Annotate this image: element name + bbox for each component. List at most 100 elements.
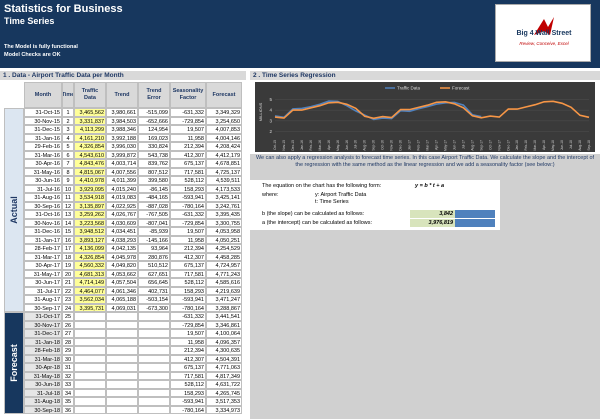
- table-cell: [106, 363, 138, 372]
- table-cell: 528,112: [170, 278, 206, 287]
- table-cell: 510,512: [138, 261, 170, 270]
- table-cell: 3,395,731: [74, 303, 106, 312]
- table-cell: 399,580: [138, 176, 170, 185]
- title: Statistics for Business: [4, 3, 123, 15]
- table-cell: 4,412,179: [206, 150, 242, 159]
- table-cell: 717,581: [170, 269, 206, 278]
- table-cell: 4,678,851: [206, 159, 242, 168]
- table-cell: 31-Jul-18: [24, 388, 62, 397]
- x-tick-label: Aug-17: [470, 140, 474, 151]
- table-cell: 3,334,973: [206, 405, 242, 414]
- table-cell: [74, 354, 106, 363]
- table-cell: 4,011,399: [106, 176, 138, 185]
- table-cell: 30-Apr-16: [24, 159, 62, 168]
- table-cell: 4,843,476: [74, 159, 106, 168]
- x-tick-label: Sep-16: [372, 140, 376, 151]
- table-cell: 4,771,063: [206, 363, 242, 372]
- table-cell: 27: [62, 329, 74, 338]
- table-cell: 4,681,313: [74, 269, 106, 278]
- table-cell: [138, 363, 170, 372]
- table-cell: 31-Mar-16: [24, 150, 62, 159]
- table-cell: 31: [62, 363, 74, 372]
- table-cell: 656,645: [138, 278, 170, 287]
- table-cell: 4,065,188: [106, 295, 138, 304]
- table-cell: 3,988,346: [106, 125, 138, 134]
- table-cell: 4,714,149: [74, 278, 106, 287]
- x-tick-label: Nov-15: [282, 140, 286, 151]
- table-cell: 4,015,240: [106, 184, 138, 193]
- table-cell: 20: [62, 269, 74, 278]
- table-cell: -729,854: [170, 116, 206, 125]
- table-cell: 4,007,556: [106, 167, 138, 176]
- series-line: [274, 100, 590, 120]
- table-cell: [74, 397, 106, 406]
- table-cell: 19,507: [170, 227, 206, 236]
- table-cell: 30-Apr-18: [24, 363, 62, 372]
- table-cell: 28: [62, 337, 74, 346]
- table-cell: 212,394: [170, 346, 206, 355]
- y-tick-label: 3: [269, 118, 272, 123]
- table-cell: 3,395,435: [206, 210, 242, 219]
- table-cell: -631,332: [170, 312, 206, 321]
- x-tick-label: Feb-18: [524, 140, 528, 151]
- table-cell: 4,053,662: [106, 269, 138, 278]
- table-cell: 412,307: [170, 252, 206, 261]
- table-cell: 35: [62, 397, 74, 406]
- y-tick-label: 4: [269, 108, 272, 113]
- table-cell: 31-Mar-18: [24, 354, 62, 363]
- table-cell: 3,948,512: [74, 227, 106, 236]
- table-cell: 4,003,714: [106, 159, 138, 168]
- description: We can also apply a regression analysis …: [255, 155, 595, 168]
- table-cell: [138, 337, 170, 346]
- table-cell: 212,394: [170, 244, 206, 253]
- table-cell: [106, 320, 138, 329]
- table-cell: 675,137: [170, 363, 206, 372]
- table-cell: 31-Aug-16: [24, 193, 62, 202]
- table-cell: 11,958: [170, 133, 206, 142]
- table-cell: [106, 405, 138, 414]
- table-cell: 31-Dec-17: [24, 329, 62, 338]
- slope-label: b (the slope) can be calculated as follo…: [262, 211, 365, 217]
- table-cell: 4,113,299: [74, 125, 106, 134]
- table-cell: 31-Jan-17: [24, 235, 62, 244]
- table-cell: 31-Aug-18: [24, 397, 62, 406]
- table-cell: 3,254,650: [206, 116, 242, 125]
- x-tick-label: Jun-16: [345, 140, 349, 150]
- table-cell: 3,996,030: [106, 142, 138, 151]
- chart-background: [255, 82, 595, 152]
- table-cell: 543,738: [138, 150, 170, 159]
- table-cell: 4: [62, 133, 74, 142]
- table-cell: 675,137: [170, 159, 206, 168]
- table-cell: 4,464,077: [74, 286, 106, 295]
- table-cell: 4,724,957: [206, 261, 242, 270]
- table-cell: 412,307: [170, 150, 206, 159]
- table-cell: 169,023: [138, 133, 170, 142]
- table-cell: 839,762: [138, 159, 170, 168]
- table-cell: 3,288,867: [206, 303, 242, 312]
- table-cell: 30-Jun-16: [24, 176, 62, 185]
- table-cell: 30-Sep-16: [24, 201, 62, 210]
- x-tick-label: May-17: [443, 140, 447, 151]
- table-cell: 4,254,529: [206, 244, 242, 253]
- table-cell: 18: [62, 252, 74, 261]
- table-cell: 30-Nov-15: [24, 116, 62, 125]
- x-tick-label: Sep-18: [587, 140, 591, 151]
- table-cell: 29-Feb-16: [24, 142, 62, 151]
- table-cell: 3,425,141: [206, 193, 242, 202]
- table-cell: 4,410,978: [74, 176, 106, 185]
- column-header: Month: [24, 82, 62, 108]
- table-cell: -780,164: [170, 303, 206, 312]
- group-band: Forecast: [4, 312, 24, 414]
- table-cell: -887,028: [138, 201, 170, 210]
- x-tick-label: Jul-18: [569, 140, 573, 149]
- x-tick-label: Oct-15: [273, 140, 277, 150]
- table-cell: [74, 346, 106, 355]
- x-tick-label: Mar-17: [426, 140, 430, 151]
- table-cell: 34: [62, 388, 74, 397]
- table-cell: 4,265,745: [206, 388, 242, 397]
- table-cell: 19,507: [170, 125, 206, 134]
- table-cell: 4,173,533: [206, 184, 242, 193]
- table-cell: [106, 380, 138, 389]
- table-cell: 3,441,541: [206, 312, 242, 321]
- table-cell: 1: [62, 108, 74, 117]
